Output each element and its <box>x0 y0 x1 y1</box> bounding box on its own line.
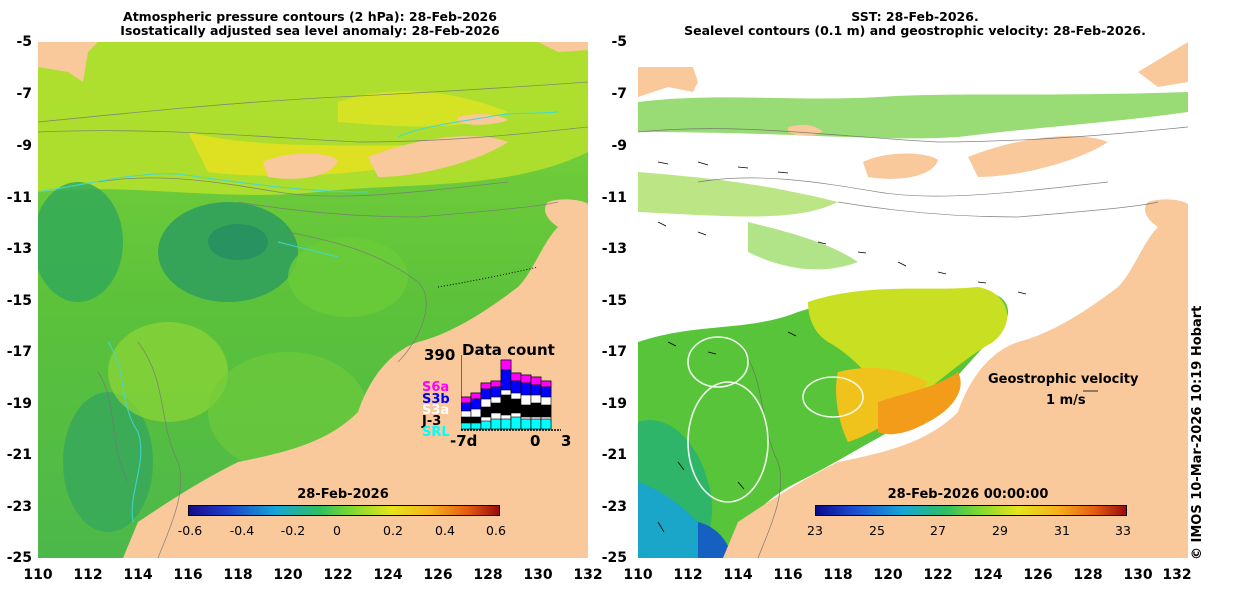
x-tick-left: 126 <box>423 567 453 583</box>
y-tick-right: -5 <box>611 34 627 50</box>
x-tick-left: 120 <box>273 567 303 583</box>
y-tick-left: -25 <box>6 550 32 566</box>
y-tick-left: -19 <box>6 396 32 412</box>
y-tick-right: -11 <box>601 190 627 206</box>
data-count-xlabel: -7d <box>450 432 478 450</box>
right-panel-title: SST: 28-Feb-2026. Sealevel contours (0.1… <box>640 10 1190 38</box>
x-tick-right: 126 <box>1023 567 1053 583</box>
right-title-line2: Sealevel contours (0.1 m) and geostrophi… <box>684 23 1146 38</box>
x-tick-left: 116 <box>173 567 203 583</box>
sla-colorbar-label: -0.4 <box>229 523 255 538</box>
x-tick-left: 118 <box>223 567 253 583</box>
left-title-line1: Atmospheric pressure contours (2 hPa): 2… <box>123 9 497 24</box>
x-tick-right: 114 <box>723 567 753 583</box>
sst-colorbar-label: 23 <box>807 523 823 538</box>
x-tick-right: 112 <box>673 567 703 583</box>
left-panel-title: Atmospheric pressure contours (2 hPa): 2… <box>60 10 560 38</box>
y-tick-left: -15 <box>6 293 32 309</box>
sst-map: Geostrophic velocity 1 m/s <box>638 42 1188 558</box>
sla-colorbar-label: 0.6 <box>486 523 506 538</box>
y-tick-right: -19 <box>601 396 627 412</box>
velocity-legend-title: Geostrophic velocity <box>988 372 1139 387</box>
x-tick-right: 130 <box>1123 567 1153 583</box>
x-tick-right: 132 <box>1162 567 1192 583</box>
sst-colorbar-label: 31 <box>1054 523 1070 538</box>
sla-colorbar-label: 0.4 <box>435 523 455 538</box>
x-tick-right: 122 <box>923 567 953 583</box>
data-count-xlabel: 3 <box>561 432 572 450</box>
y-tick-right: -25 <box>601 550 627 566</box>
satellite-label-srl: SRL <box>422 425 450 440</box>
y-tick-right: -9 <box>611 138 627 154</box>
y-tick-right: -23 <box>601 499 627 515</box>
sst-colorbar-gradient <box>815 505 1127 516</box>
data-count-max: 390 <box>424 346 456 364</box>
sla-colorbar-label: -0.6 <box>177 523 203 538</box>
x-tick-right: 128 <box>1073 567 1103 583</box>
sea-level-anomaly-map <box>38 42 588 558</box>
sst-colorbar-title: 28-Feb-2026 00:00:00 <box>887 487 1049 502</box>
imos-credit: © IMOS 10-Mar-2026 10:19 Hobart <box>1190 305 1205 560</box>
y-tick-left: -7 <box>16 86 32 102</box>
x-tick-left: 128 <box>473 567 503 583</box>
x-tick-left: 114 <box>123 567 153 583</box>
y-tick-right: -15 <box>601 293 627 309</box>
sla-colorbar-label: -0.2 <box>280 523 306 538</box>
y-tick-left: -17 <box>6 344 32 360</box>
x-tick-left: 124 <box>373 567 403 583</box>
x-tick-right: 118 <box>823 567 853 583</box>
satellite-label-s3b: S3b <box>422 392 450 407</box>
right-title-line1: SST: 28-Feb-2026. <box>851 9 979 24</box>
sst-colorbar-label: 29 <box>992 523 1008 538</box>
x-tick-right: 110 <box>623 567 653 583</box>
sla-colorbar-label: 0.2 <box>383 523 403 538</box>
sst-colorbar-label: 33 <box>1115 523 1131 538</box>
sla-colorbar-title: 28-Feb-2026 <box>297 487 389 502</box>
velocity-legend-scale: 1 m/s <box>1046 393 1086 408</box>
satellite-label-s3a: S3a <box>422 403 450 418</box>
data-count-title: Data count <box>462 341 555 359</box>
x-tick-left: 122 <box>323 567 353 583</box>
sla-colorbar-label: 0 <box>333 523 341 538</box>
x-tick-right: 124 <box>973 567 1003 583</box>
x-tick-left: 112 <box>73 567 103 583</box>
sla-colorbar-gradient <box>188 505 500 516</box>
y-tick-left: -9 <box>16 138 32 154</box>
x-tick-right: 120 <box>873 567 903 583</box>
sst-colorbar-label: 27 <box>930 523 946 538</box>
y-tick-left: -13 <box>6 241 32 257</box>
left-title-line2: Isostatically adjusted sea level anomaly… <box>120 23 500 38</box>
data-count-bars <box>461 355 561 431</box>
y-tick-right: -13 <box>601 241 627 257</box>
y-tick-left: -5 <box>16 34 32 50</box>
satellite-label-s6a: S6a <box>422 380 450 395</box>
x-tick-left: 110 <box>23 567 53 583</box>
y-tick-right: -17 <box>601 344 627 360</box>
satellite-label-j3: J-3 <box>422 414 442 429</box>
x-tick-right: 116 <box>773 567 803 583</box>
y-tick-right: -7 <box>611 86 627 102</box>
y-tick-left: -23 <box>6 499 32 515</box>
y-tick-left: -11 <box>6 190 32 206</box>
y-tick-right: -21 <box>601 447 627 463</box>
sst-colorbar-label: 25 <box>869 523 885 538</box>
x-tick-left: 132 <box>573 567 603 583</box>
y-tick-left: -21 <box>6 447 32 463</box>
x-tick-left: 130 <box>523 567 553 583</box>
data-count-xlabel: 0 <box>530 432 541 450</box>
